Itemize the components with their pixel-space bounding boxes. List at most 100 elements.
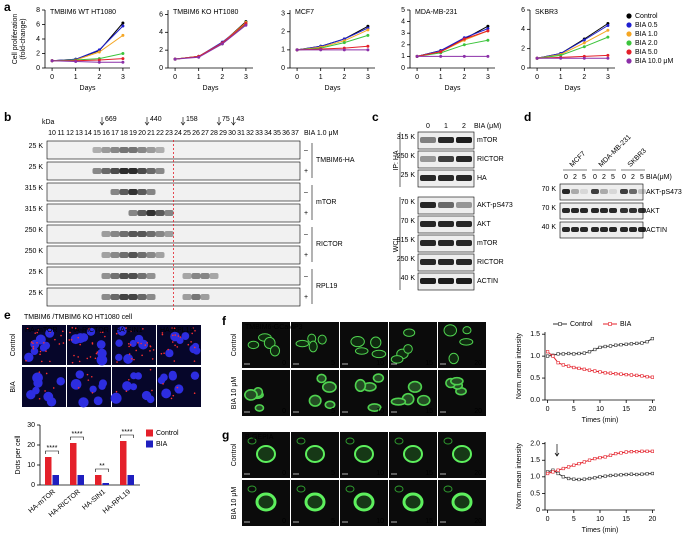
data-point	[587, 476, 592, 481]
signal-dot	[172, 334, 174, 337]
signal-dot	[144, 344, 147, 346]
signal-dot	[79, 343, 81, 346]
data-point	[173, 57, 177, 61]
mw-label: 40 K	[401, 275, 416, 282]
x-tick-label: 0	[173, 74, 177, 81]
x-tick-label: 2	[220, 74, 224, 81]
data-point	[415, 54, 419, 58]
signal-dot	[127, 343, 130, 345]
y-tick-label: 0.5	[530, 375, 540, 382]
image-label: TMBIM6-GCaMP3	[245, 324, 303, 331]
signal-dot	[152, 349, 155, 351]
data-point	[593, 347, 597, 352]
legend-marker	[626, 22, 632, 28]
blot-band	[420, 240, 436, 246]
blot-band	[571, 227, 579, 232]
cell	[345, 485, 355, 493]
marker-arrow	[99, 117, 105, 126]
blot-band	[438, 202, 454, 208]
signal-dot	[34, 332, 37, 334]
x-tick-label: 0	[546, 406, 550, 413]
signal-dot	[135, 349, 137, 352]
data-point	[577, 351, 581, 356]
data-point	[577, 477, 581, 482]
signal-dot	[39, 350, 42, 353]
cell	[321, 381, 337, 393]
x-tick-label: 0	[546, 516, 550, 523]
data-point	[97, 48, 101, 52]
series-line	[417, 39, 488, 57]
signal-dot	[70, 339, 73, 341]
data-point	[629, 342, 633, 346]
marker-arrow	[216, 117, 222, 126]
cell	[296, 437, 306, 445]
data-point	[608, 344, 613, 348]
y-tick-label: 2	[521, 46, 525, 53]
mw-label: 250 K	[397, 153, 416, 160]
blot-band	[119, 231, 129, 237]
blot-band	[146, 273, 156, 279]
signal-dot	[36, 341, 38, 344]
cell	[296, 485, 306, 493]
bar	[95, 475, 102, 485]
signal-dot	[73, 354, 75, 357]
data-point	[566, 465, 571, 469]
data-point	[561, 352, 565, 356]
time-label: 10	[376, 408, 384, 415]
legend-swatch	[146, 440, 153, 448]
blot-band	[128, 294, 138, 300]
blot-band	[629, 208, 637, 213]
fraction-label: 24	[174, 130, 182, 137]
data-point	[587, 350, 592, 354]
data-point	[614, 343, 618, 347]
cell	[247, 485, 257, 493]
signal-dot	[87, 328, 90, 330]
significance-bracket	[120, 434, 134, 438]
data-point	[121, 21, 125, 25]
signal-dot	[176, 346, 179, 348]
signal-dot	[116, 361, 118, 363]
y-tick-label: 2	[36, 50, 40, 57]
blot-band	[146, 147, 156, 153]
blot-band	[155, 210, 165, 216]
y-tick-label: 3	[281, 10, 285, 17]
time-label: 20	[474, 360, 482, 367]
signal-dot	[115, 332, 118, 335]
time-label: 5	[331, 408, 335, 415]
mw-label: 25 K	[29, 290, 44, 297]
bia-sign: –	[304, 273, 308, 280]
x-tick-label: 10	[596, 406, 604, 413]
data-point	[556, 352, 560, 356]
x-axis-label: Times (min)	[582, 527, 619, 534]
data-point	[559, 56, 563, 60]
data-point	[598, 455, 602, 460]
data-point	[640, 449, 644, 453]
y-tick-label: 1.0	[530, 353, 540, 360]
signal-dot	[58, 343, 61, 345]
x-tick-label: 3	[244, 74, 248, 81]
panel-title: TMBIM6 /TMBIM6 KO HT1080 cell	[24, 314, 133, 321]
blot-band	[600, 208, 608, 213]
y-tick-label: 10	[27, 462, 35, 469]
series-line	[537, 36, 609, 59]
data-point	[582, 367, 586, 371]
data-point	[556, 468, 560, 472]
fraction-label: 13	[75, 130, 83, 137]
cell	[354, 347, 369, 355]
data-point	[606, 53, 610, 57]
panel-letter: g	[222, 428, 229, 442]
data-point	[606, 56, 610, 60]
data-point	[582, 56, 586, 60]
signal-dot	[61, 330, 64, 333]
data-point	[606, 35, 610, 39]
mw-label: 25 K	[29, 143, 44, 150]
signal-dot	[44, 390, 46, 392]
mw-label: 250 K	[25, 248, 44, 255]
mw-label: 70 K	[401, 218, 416, 225]
blot-band	[456, 259, 472, 265]
signal-dot	[163, 352, 165, 355]
data-point	[486, 54, 490, 58]
time-label: 20	[474, 518, 482, 525]
legend-label: BIA	[620, 321, 632, 328]
signal-dot	[190, 341, 192, 343]
